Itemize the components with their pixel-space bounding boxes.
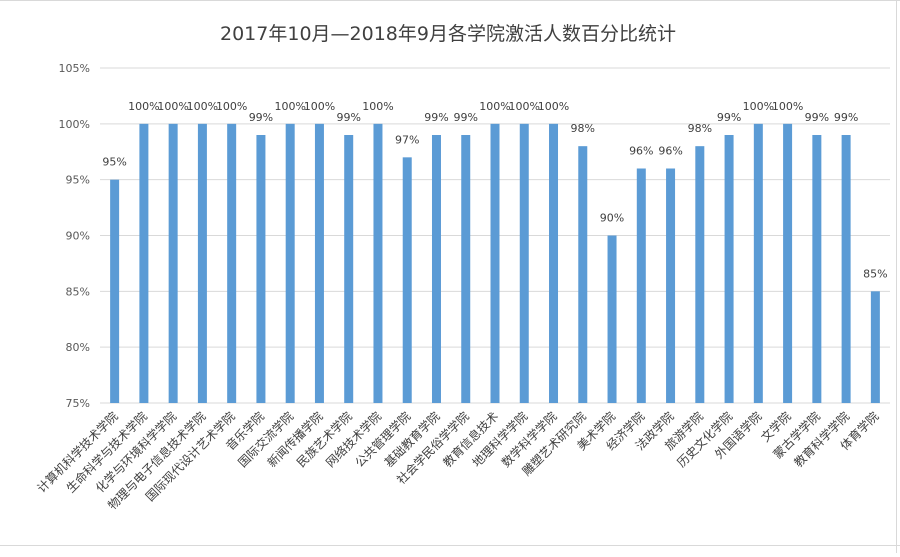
data-label: 100% [216,100,247,113]
data-labels: 95%100%100%100%100%99%100%100%99%100%97%… [102,100,887,281]
data-label: 100% [362,100,393,113]
data-label: 99% [249,111,273,124]
bar [490,123,500,403]
bar [110,179,120,403]
data-label: 98% [688,122,712,135]
data-label: 100% [187,100,218,113]
top-frame-line [0,0,900,1]
data-label: 97% [395,133,419,146]
bar [197,123,207,403]
bar [607,235,617,403]
bar [724,135,734,403]
bar [519,123,529,403]
data-label: 96% [629,145,653,158]
data-label: 98% [571,122,595,135]
data-label: 100% [128,100,159,113]
bar [285,123,295,403]
y-tick-label: 90% [66,230,90,243]
data-label: 96% [658,145,682,158]
bar [431,135,441,403]
data-label: 99% [834,111,858,124]
data-label: 100% [743,100,774,113]
bar [373,123,383,403]
bar [227,123,237,403]
y-tick-label: 75% [66,397,90,410]
data-label: 95% [102,156,126,169]
data-label: 100% [274,100,305,113]
data-label: 99% [336,111,360,124]
y-tick-label: 100% [59,118,90,131]
bar [402,157,412,403]
data-label: 90% [600,212,624,225]
bar [841,135,851,403]
bar [344,135,354,403]
bar [256,135,266,403]
y-tick-label: 85% [66,285,90,298]
y-tick-label: 105% [59,62,90,75]
bar [578,146,588,403]
y-tick-label: 80% [66,341,90,354]
data-label: 100% [304,100,335,113]
data-label: 100% [509,100,540,113]
data-label: 99% [717,111,741,124]
bar [870,291,880,403]
right-frame-line [896,0,897,553]
bar [783,123,793,403]
bar [461,135,471,403]
bar-series [110,123,880,403]
bottom-frame-line [0,545,900,546]
bar [549,123,559,403]
bar [168,123,178,403]
bar [812,135,822,403]
y-tick-label: 95% [66,174,90,187]
chart-title: 2017年10月—2018年9月各学院激活人数百分比统计 [220,23,676,45]
x-axis: 计算机科学技术学院生命科学与技术学院化学与环境科学学院物理与电子信息技术学院国际… [34,409,882,513]
data-label: 99% [454,111,478,124]
data-label: 100% [772,100,803,113]
bar [753,123,763,403]
bar [636,168,646,403]
y-axis: 75% 80% 85% 90% 95% 100% 105% [59,62,90,410]
data-label: 99% [424,111,448,124]
data-label: 85% [863,267,887,280]
bar [695,146,705,403]
bar [666,168,676,403]
bar [314,123,324,403]
data-label: 100% [538,100,569,113]
bar [139,123,149,403]
data-label: 100% [479,100,510,113]
data-label: 99% [805,111,829,124]
data-label: 100% [157,100,188,113]
